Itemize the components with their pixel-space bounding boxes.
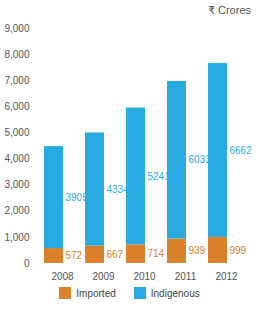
svg-text:5,000: 5,000	[4, 127, 29, 138]
svg-text:1,000: 1,000	[4, 232, 29, 243]
svg-text:999: 999	[230, 245, 247, 256]
svg-text:939: 939	[189, 245, 206, 256]
svg-text:2,000: 2,000	[4, 205, 29, 216]
svg-text:9,000: 9,000	[4, 23, 29, 34]
svg-text:4334: 4334	[107, 184, 130, 195]
svg-text:714: 714	[148, 248, 165, 259]
svg-text:0: 0	[24, 258, 30, 269]
svg-text:2009: 2009	[92, 271, 115, 282]
svg-text:572: 572	[66, 250, 83, 261]
svg-text:8,000: 8,000	[4, 49, 29, 60]
svg-text:3,000: 3,000	[4, 179, 29, 190]
svg-text:2012: 2012	[215, 271, 238, 282]
svg-text:2008: 2008	[51, 271, 74, 282]
svg-text:6662: 6662	[230, 145, 253, 156]
svg-text:3905: 3905	[66, 192, 89, 203]
html-text:Imported: Imported	[76, 287, 116, 299]
svg-text:6033: 6033	[189, 154, 212, 165]
svg-text:2011: 2011	[175, 271, 197, 282]
svg-text:667: 667	[107, 249, 124, 260]
svg-text:7,000: 7,000	[4, 75, 29, 86]
html-text:Indigenous: Indigenous	[150, 287, 200, 299]
svg-text:2010: 2010	[133, 271, 156, 282]
svg-text:5241: 5241	[148, 171, 171, 182]
html-text:₹ Crores: ₹ Crores	[207, 4, 251, 16]
svg-text:6,000: 6,000	[4, 101, 29, 112]
svg-text:4,000: 4,000	[4, 153, 29, 164]
